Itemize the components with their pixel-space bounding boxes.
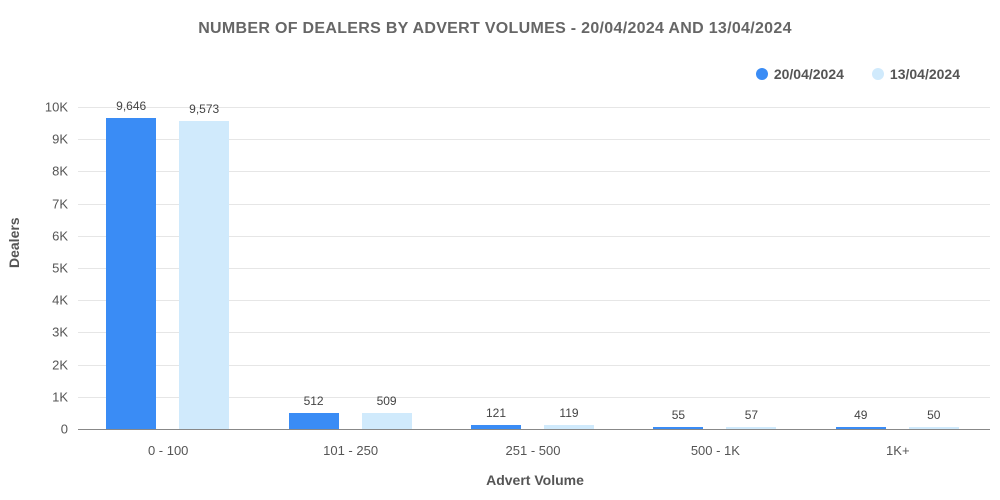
legend: 20/04/2024 13/04/2024 [755, 66, 960, 82]
gridline [78, 268, 990, 269]
bar[interactable] [471, 425, 521, 429]
bar-value-label: 55 [671, 408, 686, 422]
y-tick-label: 7K [52, 196, 68, 212]
legend-item-series-1[interactable]: 20/04/2024 [755, 66, 844, 82]
gridline [78, 235, 990, 237]
chart-title: NUMBER OF DEALERS BY ADVERT VOLUMES - 20… [198, 20, 792, 37]
y-tick-label: 6K [52, 228, 68, 244]
gridline [78, 300, 990, 302]
x-axis-line [78, 429, 990, 430]
legend-label: 13/04/2024 [889, 66, 960, 82]
y-tick-label: 3K [52, 324, 68, 340]
bar-value-label: 49 [854, 408, 868, 422]
bar[interactable] [361, 412, 412, 429]
legend-dot-icon [871, 68, 884, 80]
legend-label: 20/04/2024 [773, 66, 844, 82]
bar-value-label: 57 [744, 408, 759, 422]
gridline [78, 396, 990, 398]
y-tick-label: 10K [44, 99, 68, 115]
x-tick-label: 101 - 250 [323, 443, 379, 458]
bar-value-label: 50 [927, 408, 941, 422]
gridline [78, 139, 990, 141]
x-tick-label: 500 - 1K [690, 443, 740, 458]
x-tick-label: 251 - 500 [505, 443, 561, 458]
bar[interactable] [908, 427, 959, 429]
bar[interactable] [106, 118, 157, 429]
y-tick-label: 9K [52, 131, 68, 147]
bar[interactable] [179, 120, 230, 429]
y-tick-label: 0 [60, 421, 68, 437]
bar-value-label: 119 [559, 406, 579, 421]
bar-value-label: 512 [303, 393, 324, 408]
y-axis-label: Dealers [6, 217, 22, 268]
y-tick-label: 5K [52, 260, 68, 276]
y-tick-label: 2K [52, 357, 68, 373]
bar-value-label: 121 [485, 406, 507, 421]
gridline [78, 107, 990, 108]
bar[interactable] [726, 427, 777, 429]
bar[interactable] [835, 427, 886, 429]
bar-value-label: 9,573 [189, 101, 220, 116]
bar-value-label: 509 [376, 393, 397, 408]
y-tick-label: 1K [52, 389, 68, 405]
x-axis-label: Advert Volume [486, 472, 584, 488]
y-tick-label: 8K [52, 163, 68, 179]
bar[interactable] [544, 425, 594, 429]
gridline [78, 364, 990, 366]
bar-value-label: 9,646 [116, 99, 147, 114]
gridline [78, 171, 990, 173]
gridline [78, 332, 990, 334]
legend-item-series-2[interactable]: 13/04/2024 [871, 66, 960, 82]
x-tick-label: 1K+ [886, 443, 910, 458]
bar[interactable] [288, 412, 339, 429]
gridline [78, 203, 990, 205]
legend-dot-icon [755, 68, 768, 80]
y-tick-label: 4K [52, 292, 68, 308]
bar[interactable] [653, 427, 704, 429]
plot-area: 0 1K 2K 3K 4K 5K 6K 7K 8K 9K 10K 9,646 9,573 0 - 100 5… [45, 99, 990, 458]
x-tick-label: 0 - 100 [147, 443, 189, 458]
